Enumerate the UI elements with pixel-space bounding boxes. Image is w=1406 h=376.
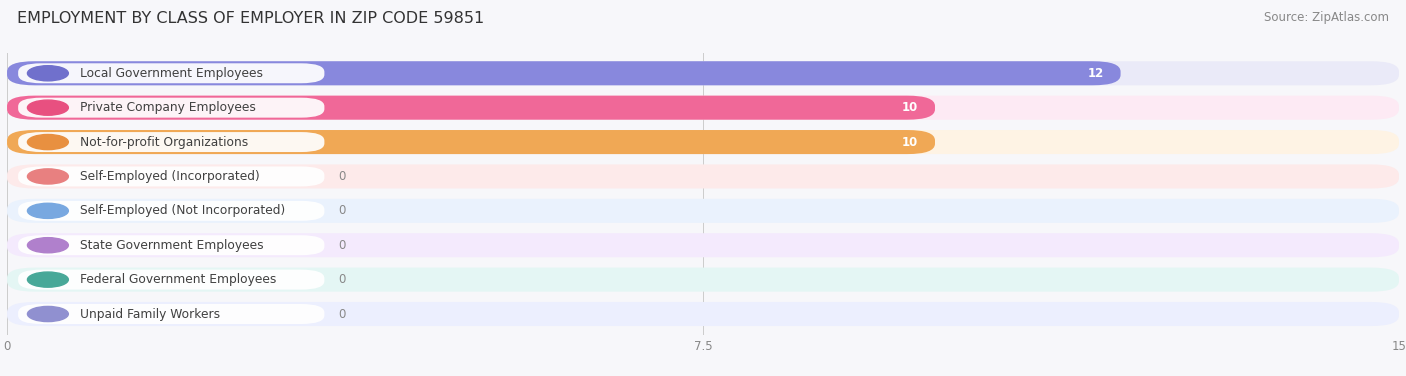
FancyBboxPatch shape xyxy=(7,302,1399,326)
Text: EMPLOYMENT BY CLASS OF EMPLOYER IN ZIP CODE 59851: EMPLOYMENT BY CLASS OF EMPLOYER IN ZIP C… xyxy=(17,11,484,26)
FancyBboxPatch shape xyxy=(7,164,1399,188)
Text: 0: 0 xyxy=(339,308,346,320)
Text: 0: 0 xyxy=(339,170,346,183)
Text: 10: 10 xyxy=(903,136,918,149)
FancyBboxPatch shape xyxy=(7,96,935,120)
Circle shape xyxy=(28,169,69,184)
Circle shape xyxy=(28,272,69,287)
FancyBboxPatch shape xyxy=(18,98,325,118)
Text: 12: 12 xyxy=(1088,67,1104,80)
Text: 0: 0 xyxy=(339,204,346,217)
Text: Federal Government Employees: Federal Government Employees xyxy=(80,273,277,286)
Text: 10: 10 xyxy=(903,101,918,114)
Text: Not-for-profit Organizations: Not-for-profit Organizations xyxy=(80,136,249,149)
Text: 0: 0 xyxy=(339,239,346,252)
Text: State Government Employees: State Government Employees xyxy=(80,239,264,252)
FancyBboxPatch shape xyxy=(18,235,325,255)
Circle shape xyxy=(28,238,69,253)
FancyBboxPatch shape xyxy=(18,63,325,83)
Circle shape xyxy=(28,306,69,321)
Text: Unpaid Family Workers: Unpaid Family Workers xyxy=(80,308,221,320)
FancyBboxPatch shape xyxy=(18,304,325,324)
FancyBboxPatch shape xyxy=(7,130,935,154)
FancyBboxPatch shape xyxy=(7,61,1399,85)
FancyBboxPatch shape xyxy=(18,132,325,152)
Text: 0: 0 xyxy=(339,273,346,286)
FancyBboxPatch shape xyxy=(7,61,1121,85)
Text: Self-Employed (Not Incorporated): Self-Employed (Not Incorporated) xyxy=(80,204,285,217)
Circle shape xyxy=(28,203,69,218)
FancyBboxPatch shape xyxy=(7,233,1399,257)
FancyBboxPatch shape xyxy=(18,167,325,186)
FancyBboxPatch shape xyxy=(7,199,1399,223)
Text: Private Company Employees: Private Company Employees xyxy=(80,101,256,114)
FancyBboxPatch shape xyxy=(7,96,1399,120)
Text: Source: ZipAtlas.com: Source: ZipAtlas.com xyxy=(1264,11,1389,24)
FancyBboxPatch shape xyxy=(18,270,325,290)
FancyBboxPatch shape xyxy=(7,268,1399,292)
Text: Local Government Employees: Local Government Employees xyxy=(80,67,263,80)
Text: Self-Employed (Incorporated): Self-Employed (Incorporated) xyxy=(80,170,260,183)
Circle shape xyxy=(28,100,69,115)
FancyBboxPatch shape xyxy=(18,201,325,221)
FancyBboxPatch shape xyxy=(7,130,1399,154)
Circle shape xyxy=(28,66,69,81)
Circle shape xyxy=(28,135,69,150)
